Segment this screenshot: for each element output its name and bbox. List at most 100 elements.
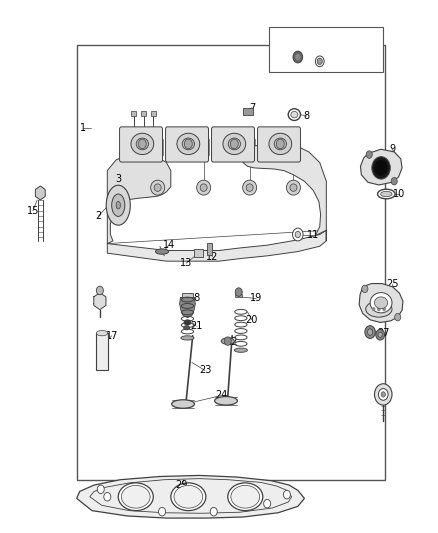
- Text: 9: 9: [389, 144, 395, 154]
- Text: 6: 6: [323, 62, 329, 71]
- Ellipse shape: [228, 138, 240, 150]
- Ellipse shape: [378, 189, 395, 199]
- Text: 5: 5: [271, 50, 277, 60]
- Text: 11: 11: [307, 230, 319, 239]
- Circle shape: [366, 151, 372, 158]
- Polygon shape: [77, 475, 304, 518]
- Ellipse shape: [374, 160, 388, 176]
- Text: 25: 25: [386, 279, 398, 288]
- Bar: [207, 139, 209, 155]
- Text: 16: 16: [92, 296, 105, 306]
- Circle shape: [293, 228, 303, 241]
- Ellipse shape: [118, 483, 153, 511]
- Ellipse shape: [184, 320, 191, 325]
- Text: 22: 22: [225, 337, 237, 347]
- Circle shape: [210, 507, 217, 516]
- Circle shape: [376, 329, 385, 340]
- FancyBboxPatch shape: [258, 127, 300, 162]
- Ellipse shape: [374, 297, 388, 309]
- Ellipse shape: [234, 348, 247, 352]
- Text: 27: 27: [377, 328, 389, 338]
- Polygon shape: [359, 284, 403, 322]
- Text: 19: 19: [250, 294, 262, 303]
- Ellipse shape: [228, 483, 263, 511]
- Text: 8: 8: [304, 111, 310, 121]
- Circle shape: [378, 389, 388, 400]
- Circle shape: [381, 392, 385, 397]
- Ellipse shape: [96, 330, 108, 336]
- Ellipse shape: [381, 191, 392, 197]
- Bar: [96, 333, 108, 370]
- Ellipse shape: [106, 185, 131, 225]
- Ellipse shape: [290, 184, 297, 191]
- Circle shape: [362, 285, 368, 293]
- Circle shape: [395, 313, 401, 321]
- Text: 24: 24: [215, 391, 227, 400]
- Circle shape: [382, 307, 386, 311]
- Bar: [151, 111, 156, 116]
- Circle shape: [230, 139, 238, 149]
- Ellipse shape: [174, 486, 203, 508]
- Text: 10: 10: [392, 189, 405, 199]
- Bar: [131, 111, 136, 116]
- Bar: [207, 243, 212, 255]
- FancyBboxPatch shape: [212, 127, 254, 162]
- Text: 18: 18: [189, 294, 201, 303]
- Ellipse shape: [274, 138, 286, 150]
- Bar: [243, 108, 253, 115]
- Ellipse shape: [366, 301, 392, 317]
- Ellipse shape: [288, 109, 300, 120]
- Ellipse shape: [370, 293, 392, 313]
- FancyBboxPatch shape: [120, 127, 162, 162]
- Circle shape: [264, 499, 271, 508]
- Ellipse shape: [151, 180, 165, 195]
- Bar: [182, 293, 193, 297]
- Text: 26: 26: [377, 298, 389, 308]
- Text: 2: 2: [95, 211, 102, 221]
- Bar: [141, 111, 146, 116]
- Circle shape: [96, 286, 103, 295]
- Circle shape: [97, 485, 104, 494]
- Circle shape: [374, 384, 392, 405]
- Ellipse shape: [286, 180, 300, 195]
- Circle shape: [159, 507, 166, 516]
- Circle shape: [295, 54, 300, 60]
- Circle shape: [377, 307, 381, 311]
- Circle shape: [365, 326, 375, 338]
- Bar: [269, 27, 383, 72]
- Polygon shape: [243, 144, 326, 241]
- Bar: [161, 139, 163, 155]
- Circle shape: [104, 492, 111, 501]
- Ellipse shape: [243, 180, 257, 195]
- Circle shape: [235, 288, 242, 296]
- Ellipse shape: [291, 111, 298, 118]
- Ellipse shape: [182, 138, 194, 150]
- Ellipse shape: [136, 138, 148, 150]
- Ellipse shape: [154, 184, 161, 191]
- Circle shape: [315, 56, 324, 67]
- Ellipse shape: [171, 483, 206, 511]
- Polygon shape: [360, 149, 402, 185]
- Bar: [253, 139, 255, 155]
- Text: 3: 3: [115, 174, 121, 183]
- Ellipse shape: [197, 180, 211, 195]
- Circle shape: [224, 337, 231, 345]
- Circle shape: [295, 231, 300, 238]
- Circle shape: [138, 139, 146, 149]
- Ellipse shape: [112, 194, 125, 216]
- Ellipse shape: [131, 133, 154, 155]
- Text: 13: 13: [180, 259, 192, 268]
- Text: 29: 29: [176, 480, 188, 490]
- Text: 14: 14: [162, 240, 175, 250]
- Bar: [194, 249, 203, 257]
- Circle shape: [391, 177, 397, 185]
- Text: 7: 7: [249, 103, 255, 112]
- Polygon shape: [107, 230, 326, 261]
- Ellipse shape: [215, 397, 237, 405]
- Circle shape: [276, 139, 284, 149]
- Circle shape: [184, 139, 192, 149]
- Text: 12: 12: [206, 252, 219, 262]
- Ellipse shape: [200, 184, 207, 191]
- FancyBboxPatch shape: [166, 127, 208, 162]
- Ellipse shape: [269, 133, 292, 155]
